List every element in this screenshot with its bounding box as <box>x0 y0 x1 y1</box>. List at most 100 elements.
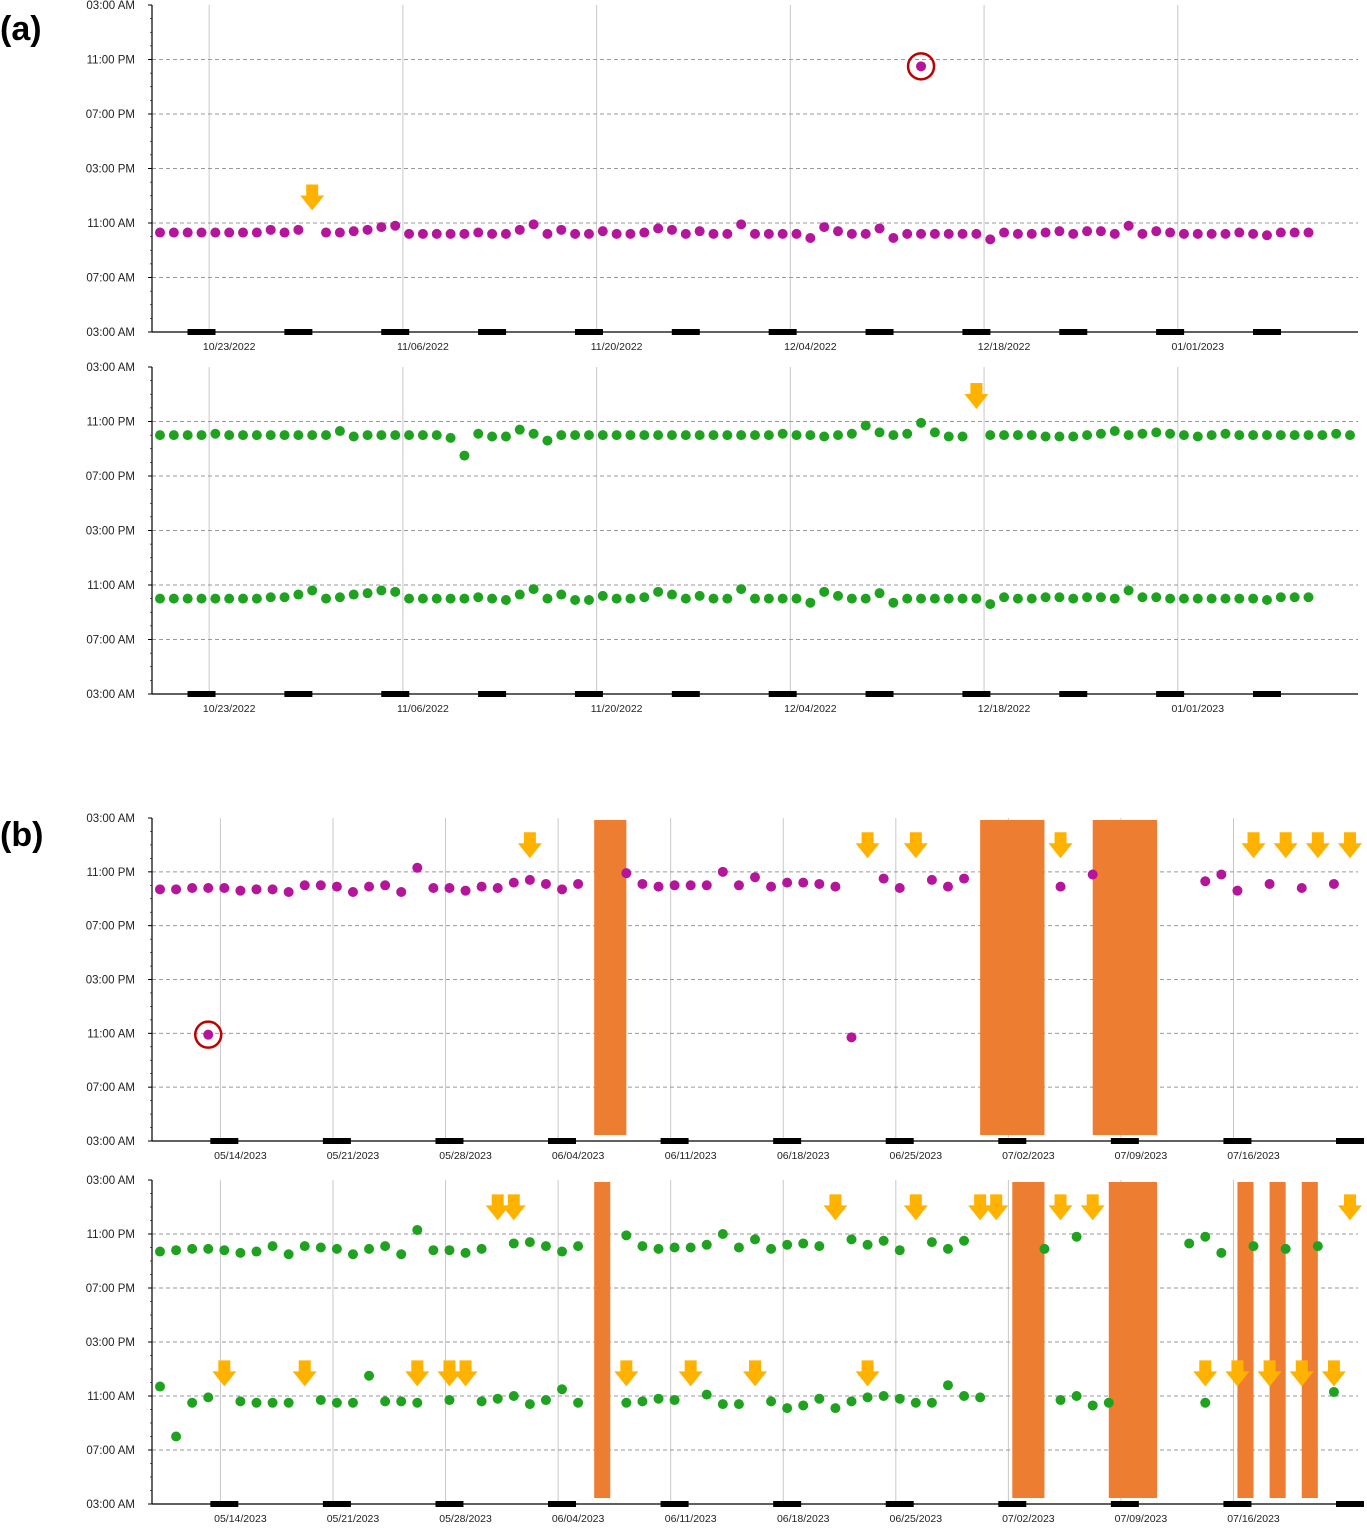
y-tick-label: 07:00 PM <box>86 921 135 933</box>
data-point <box>376 222 387 233</box>
data-point <box>556 589 567 600</box>
data-point <box>830 1403 841 1414</box>
data-point <box>777 593 788 604</box>
y-tick-label: 03:00 AM <box>86 327 135 339</box>
data-point <box>487 431 498 442</box>
data-point <box>487 228 498 239</box>
week-marker <box>998 1501 1027 1507</box>
data-point <box>874 223 885 234</box>
data-point <box>1184 1238 1195 1249</box>
data-point <box>888 430 899 441</box>
data-point <box>874 427 885 438</box>
data-point <box>279 430 290 441</box>
data-point <box>404 430 415 441</box>
data-point <box>750 593 760 604</box>
data-point <box>315 880 326 891</box>
data-point <box>694 590 705 601</box>
data-point <box>557 1246 568 1257</box>
data-point <box>971 593 982 604</box>
data-point <box>1328 1386 1339 1397</box>
data-point <box>1328 878 1339 889</box>
data-point <box>412 1224 423 1235</box>
y-tick-label: 03:00 AM <box>86 813 135 825</box>
week-marker <box>1223 1501 1252 1507</box>
data-point <box>943 593 954 604</box>
data-point <box>1296 882 1307 893</box>
data-point <box>1220 228 1231 239</box>
data-point <box>957 228 968 239</box>
missing-data-bar <box>1301 1182 1318 1498</box>
week-marker <box>1252 691 1281 697</box>
data-point <box>814 1241 825 1252</box>
data-point <box>210 593 221 604</box>
data-point <box>1109 426 1120 437</box>
data-point <box>1054 431 1065 442</box>
data-point <box>1178 228 1189 239</box>
data-point <box>331 1243 342 1254</box>
data-point <box>331 881 342 892</box>
data-point <box>985 430 996 441</box>
data-point <box>203 1392 214 1403</box>
data-point <box>396 1396 407 1407</box>
data-point <box>750 1234 760 1245</box>
data-point <box>902 428 913 439</box>
data-point <box>155 227 165 238</box>
data-point <box>625 228 636 239</box>
data-point <box>1103 1397 1114 1408</box>
data-point <box>669 1395 680 1406</box>
data-point <box>942 1380 953 1391</box>
data-point <box>894 1393 905 1404</box>
week-marker <box>768 691 797 697</box>
data-point <box>717 1399 728 1410</box>
week-marker <box>478 691 507 697</box>
data-point <box>390 220 401 231</box>
data-point <box>1071 1391 1082 1401</box>
down-arrow-icon <box>300 184 325 211</box>
week-marker <box>962 329 991 335</box>
data-point <box>653 881 664 892</box>
data-point <box>224 593 235 604</box>
data-point <box>155 1381 165 1392</box>
y-tick-label: 03:00 AM <box>86 1499 135 1511</box>
data-point <box>1055 1395 1066 1406</box>
x-tick-label: 06/04/2023 <box>552 1513 605 1525</box>
data-point <box>766 1396 777 1407</box>
data-point <box>1200 876 1211 887</box>
data-point <box>528 428 539 439</box>
week-marker <box>1336 1501 1364 1507</box>
x-tick-label: 12/04/2022 <box>784 703 837 715</box>
data-point <box>766 881 777 892</box>
data-point <box>926 1237 937 1248</box>
week-marker <box>381 691 410 697</box>
down-arrow-icon <box>614 1360 639 1387</box>
down-arrow-icon <box>292 1360 317 1387</box>
data-point <box>321 227 332 238</box>
data-point <box>1151 592 1162 603</box>
week-marker <box>1223 1138 1252 1144</box>
data-point <box>708 593 719 604</box>
x-tick-label: 11/20/2022 <box>591 703 643 715</box>
data-point <box>833 590 844 601</box>
data-point <box>283 1397 294 1408</box>
week-marker <box>210 1138 239 1144</box>
data-point <box>1082 592 1093 603</box>
down-arrow-icon <box>1225 1360 1250 1387</box>
data-point <box>168 593 179 604</box>
data-point <box>1040 431 1051 442</box>
data-point <box>235 1396 246 1407</box>
x-tick-label: 05/28/2023 <box>439 1150 492 1162</box>
x-tick-label: 07/16/2023 <box>1227 1513 1280 1525</box>
data-point <box>1095 226 1106 237</box>
data-point <box>653 430 664 441</box>
x-tick-label: 06/04/2023 <box>552 1150 605 1162</box>
data-point <box>196 593 207 604</box>
data-point <box>251 1246 262 1257</box>
data-point <box>1275 430 1286 441</box>
data-point <box>942 881 953 892</box>
data-point <box>694 430 705 441</box>
data-point <box>473 227 484 238</box>
data-point <box>251 593 262 604</box>
week-marker <box>435 1501 464 1507</box>
down-arrow-icon <box>964 382 989 409</box>
data-point <box>528 219 539 230</box>
